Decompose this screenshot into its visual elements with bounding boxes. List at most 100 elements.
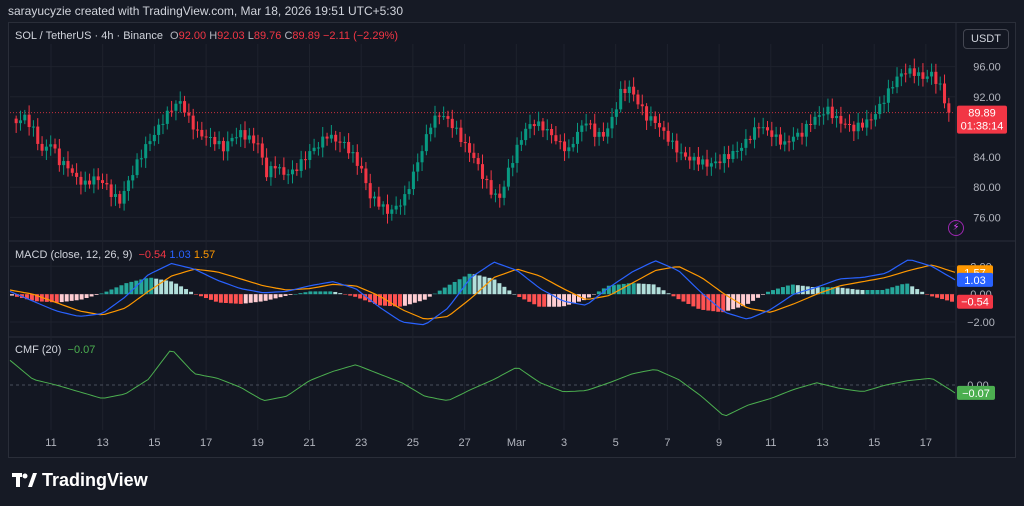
candle-body — [748, 138, 752, 140]
candle — [338, 131, 342, 153]
candle-body — [338, 141, 342, 143]
x-tick-label: 9 — [716, 437, 722, 449]
macd-histogram-bar — [761, 294, 766, 295]
candle-body — [718, 161, 722, 164]
candle — [75, 163, 79, 185]
candle — [584, 113, 588, 132]
macd-histogram-bar — [810, 287, 815, 295]
macd-histogram-bar — [228, 294, 233, 304]
candle-body — [243, 130, 247, 140]
candle-body — [131, 175, 135, 181]
candle — [290, 160, 295, 184]
candle-body — [722, 154, 726, 164]
high-label: H — [209, 30, 218, 42]
price-tick-label: 92.00 — [973, 92, 1001, 104]
macd-histogram-bar — [880, 290, 885, 295]
candle-body — [666, 130, 670, 142]
candle — [424, 124, 428, 156]
macd-histogram-bar — [631, 283, 636, 295]
candle — [537, 111, 541, 131]
macd-histogram-bar — [238, 294, 243, 304]
candle-body — [252, 135, 256, 144]
candle — [601, 122, 605, 142]
candle — [131, 165, 135, 189]
candle — [148, 133, 152, 152]
candle-body — [692, 156, 696, 161]
macd-histogram-bar — [756, 294, 761, 298]
candle-body — [308, 151, 312, 160]
candle — [18, 110, 22, 131]
candle — [459, 119, 463, 147]
candle — [152, 126, 156, 146]
macd-histogram-bar — [303, 292, 308, 295]
candle-body — [217, 140, 221, 145]
price-badge-value: 89.89 — [968, 108, 996, 120]
candle-body — [312, 147, 316, 152]
candle — [938, 76, 942, 91]
macd-histogram-bar — [820, 287, 825, 295]
candle — [200, 121, 204, 140]
macd-histogram-bar — [950, 294, 955, 302]
open-label: O — [170, 30, 179, 42]
macd-histogram-bar — [577, 294, 581, 302]
macd-histogram-bar — [606, 285, 611, 295]
candle — [506, 159, 510, 191]
candle — [787, 135, 791, 152]
macd-histogram-bar — [557, 294, 562, 307]
macd-histogram-bar — [930, 294, 935, 297]
candle-body — [705, 159, 709, 167]
macd-histogram-bar — [835, 287, 840, 295]
candle — [66, 151, 70, 177]
macd-label[interactable]: MACD (close, 12, 26, 9) — [15, 249, 133, 261]
macd-histogram-bar — [686, 294, 691, 304]
macd-histogram-bar — [522, 294, 527, 300]
symbol-name[interactable]: SOL / TetherUS · 4h · Binance — [15, 30, 163, 42]
candle-body — [653, 116, 657, 123]
macd-histogram-bar — [318, 291, 323, 295]
candle — [273, 156, 277, 178]
macd-histogram-bar — [417, 294, 422, 302]
candle-body — [580, 125, 584, 132]
macd-histogram-bar — [766, 291, 770, 295]
close-value: 89.89 — [292, 30, 320, 42]
candle-body — [286, 174, 290, 176]
candle-body — [420, 151, 424, 163]
macd-histogram-bar — [586, 294, 591, 298]
candle — [247, 128, 251, 144]
candle — [308, 144, 312, 169]
macd-histogram-bar — [885, 288, 890, 295]
candle — [722, 146, 726, 173]
candle — [873, 105, 877, 127]
candle-body — [813, 116, 817, 125]
candle-body — [278, 167, 282, 169]
macd-histogram-bar — [422, 294, 427, 300]
macd-histogram-bar — [815, 287, 820, 295]
macd-histogram-bar — [751, 294, 756, 301]
macd-histogram-bar — [343, 294, 348, 295]
candle — [476, 152, 480, 171]
candle — [774, 126, 778, 146]
macd-histogram-bar — [174, 283, 179, 295]
candle — [282, 157, 286, 181]
candle-body — [27, 114, 31, 128]
macd-histogram-bar — [189, 291, 194, 295]
macd-histogram-bar — [333, 291, 338, 295]
candle — [610, 108, 614, 139]
candle-body — [757, 127, 761, 129]
lightning-icon[interactable]: ⚡ — [948, 220, 964, 236]
candle-body — [36, 126, 40, 144]
candle — [373, 191, 377, 207]
x-tick-label: 15 — [148, 437, 160, 449]
candle-body — [459, 127, 463, 142]
macd-histogram-bar — [328, 291, 333, 295]
candle — [692, 152, 696, 171]
x-tick-label: 17 — [200, 437, 212, 449]
candle — [917, 67, 921, 86]
macd-histogram-bar — [10, 294, 14, 296]
candle — [105, 173, 109, 191]
candle-body — [260, 143, 264, 158]
currency-button[interactable]: USDT — [963, 29, 1009, 49]
cmf-label[interactable]: CMF (20) — [15, 344, 62, 356]
chart-frame[interactable] — [8, 22, 1016, 458]
